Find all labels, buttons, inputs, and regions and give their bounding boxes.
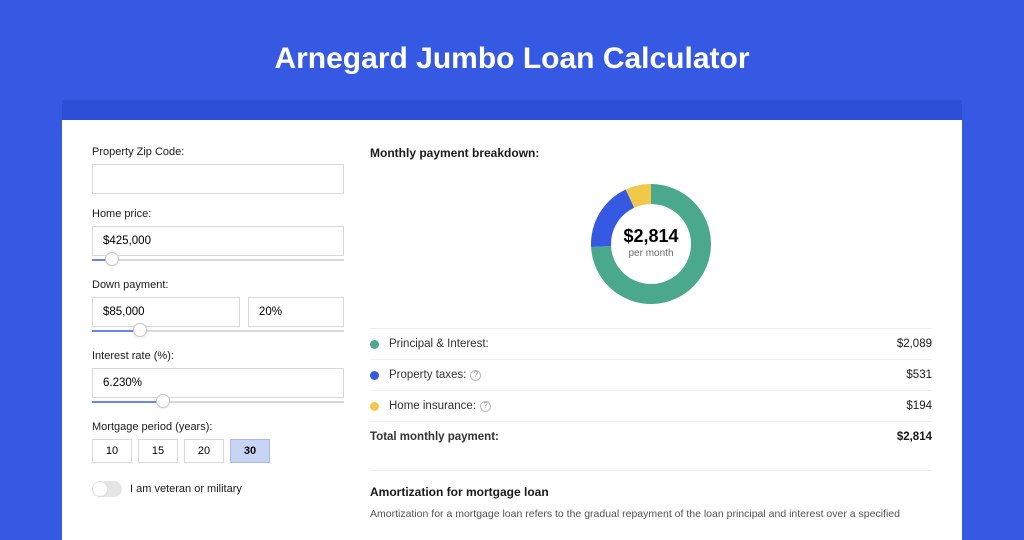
- label-mortgage-period: Mortgage period (years):: [92, 421, 344, 433]
- input-interest-rate[interactable]: [92, 368, 344, 398]
- legend-dot-ins: [370, 402, 379, 411]
- row-total: Total monthly payment:$2,814: [370, 422, 932, 452]
- input-down-pct[interactable]: [248, 297, 344, 327]
- amortization-title: Amortization for mortgage loan: [370, 485, 932, 499]
- row-label-ins: Home insurance: ?: [389, 400, 906, 412]
- donut-amount: $2,814: [623, 226, 678, 246]
- field-down-payment: Down payment:: [92, 279, 344, 336]
- breakdown-rows: Principal & Interest:$2,089Property taxe…: [370, 328, 932, 452]
- field-interest-rate: Interest rate (%):: [92, 350, 344, 407]
- amortization-body: Amortization for a mortgage loan refers …: [370, 507, 932, 522]
- row-ins: Home insurance: ?$194: [370, 391, 932, 422]
- period-option-20[interactable]: 20: [184, 439, 224, 463]
- donut-chart: $2,814 per month: [370, 166, 932, 328]
- period-option-15[interactable]: 15: [138, 439, 178, 463]
- donut-sub: per month: [628, 248, 673, 259]
- veteran-label: I am veteran or military: [130, 483, 242, 495]
- label-home-price: Home price:: [92, 208, 344, 220]
- legend-dot-tax: [370, 371, 379, 380]
- total-value: $2,814: [897, 431, 932, 443]
- row-value-ins: $194: [906, 400, 932, 412]
- slider-down-payment[interactable]: [92, 326, 344, 336]
- inputs-column: Property Zip Code: Home price: Down paym…: [92, 146, 344, 500]
- legend-dot-pi: [370, 340, 379, 349]
- label-interest-rate: Interest rate (%):: [92, 350, 344, 362]
- segmented-period: 10152030: [92, 439, 344, 463]
- row-tax: Property taxes: ?$531: [370, 360, 932, 391]
- field-mortgage-period: Mortgage period (years): 10152030: [92, 421, 344, 463]
- breakdown-title: Monthly payment breakdown:: [370, 146, 932, 160]
- veteran-row: I am veteran or military: [92, 481, 344, 497]
- slider-home-price[interactable]: [92, 255, 344, 265]
- row-value-pi: $2,089: [897, 338, 932, 350]
- field-home-price: Home price:: [92, 208, 344, 265]
- field-zip: Property Zip Code:: [92, 146, 344, 194]
- page-title: Arnegard Jumbo Loan Calculator: [0, 0, 1024, 100]
- input-zip[interactable]: [92, 164, 344, 194]
- info-icon[interactable]: ?: [480, 401, 491, 412]
- breakdown-column: Monthly payment breakdown: $2,814 per mon…: [370, 146, 932, 500]
- amortization-section: Amortization for mortgage loan Amortizat…: [370, 470, 932, 522]
- slider-interest-rate[interactable]: [92, 397, 344, 407]
- input-down-amount[interactable]: [92, 297, 240, 327]
- row-label-tax: Property taxes: ?: [389, 369, 906, 381]
- row-label-pi: Principal & Interest:: [389, 338, 897, 350]
- row-pi: Principal & Interest:$2,089: [370, 329, 932, 360]
- label-zip: Property Zip Code:: [92, 146, 344, 158]
- calculator-panel: Property Zip Code: Home price: Down paym…: [62, 120, 962, 540]
- label-down-payment: Down payment:: [92, 279, 344, 291]
- input-home-price[interactable]: [92, 226, 344, 256]
- total-label: Total monthly payment:: [370, 431, 897, 443]
- row-value-tax: $531: [906, 369, 932, 381]
- period-option-10[interactable]: 10: [92, 439, 132, 463]
- info-icon[interactable]: ?: [470, 370, 481, 381]
- veteran-toggle[interactable]: [92, 481, 122, 497]
- period-option-30[interactable]: 30: [230, 439, 270, 463]
